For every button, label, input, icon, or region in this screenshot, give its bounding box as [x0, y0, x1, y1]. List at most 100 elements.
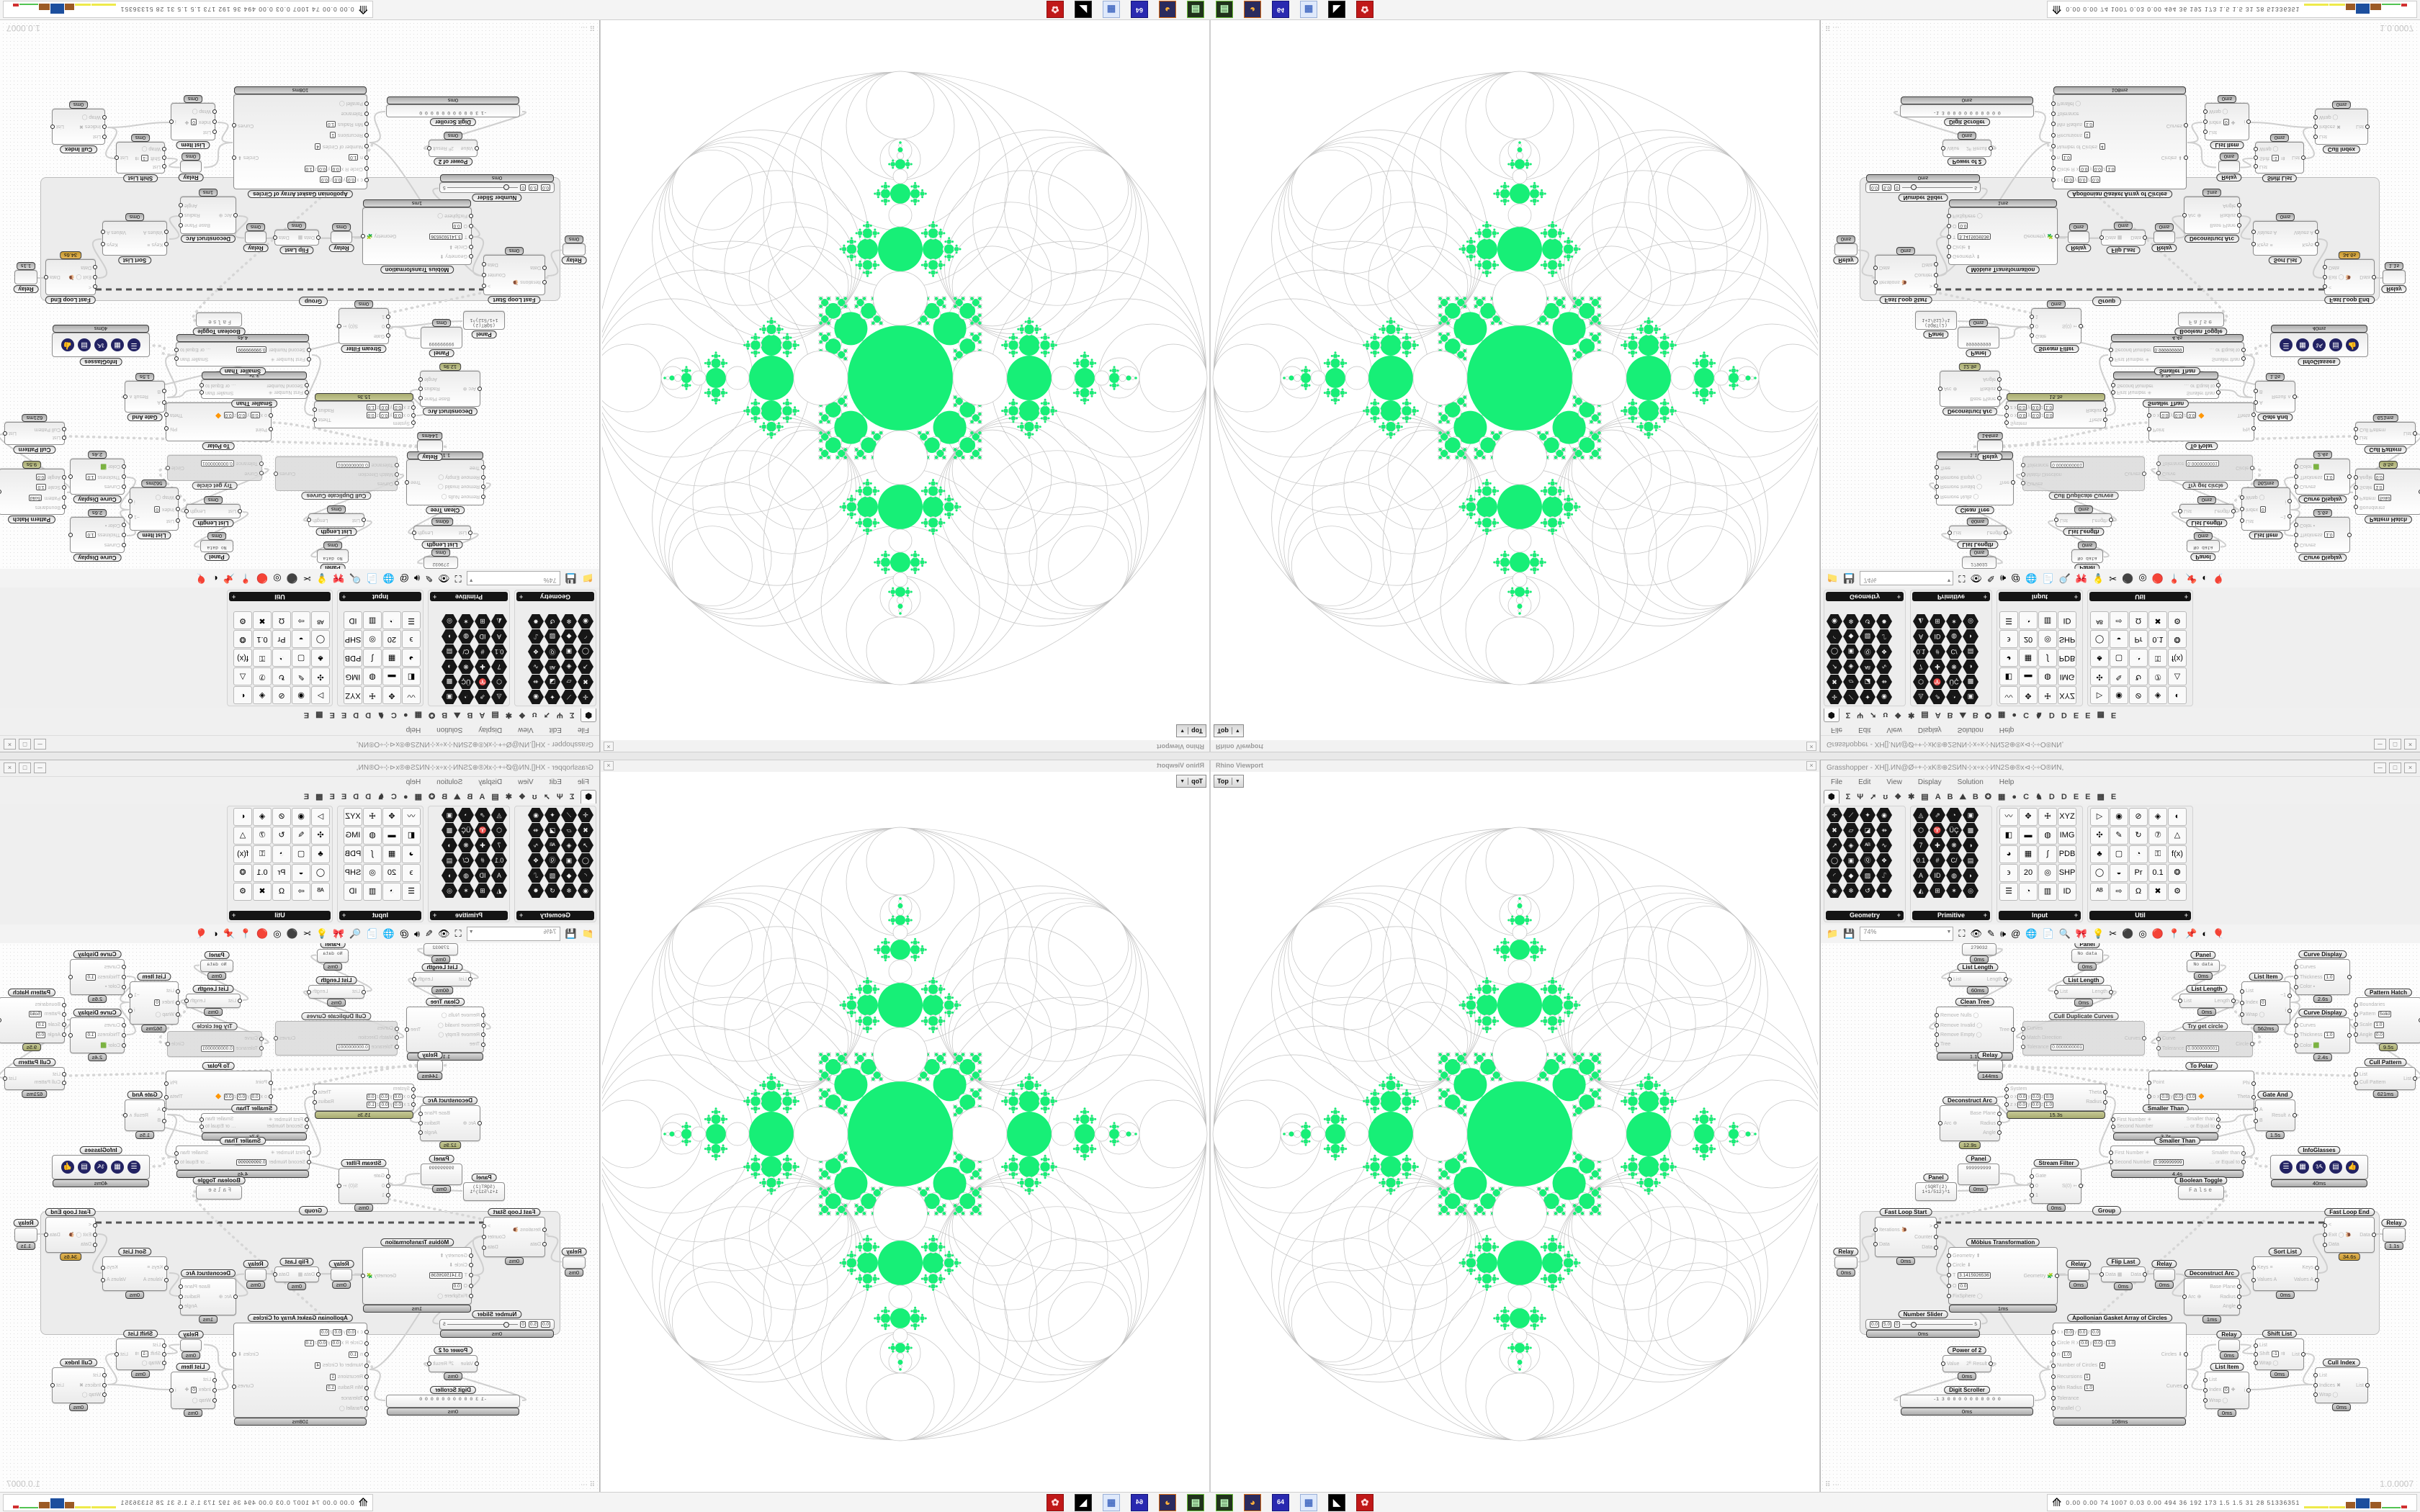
input-port[interactable]: Tree: [1940, 464, 1951, 470]
output-port[interactable]: S(0) ➳: [343, 323, 359, 328]
node-smaller-than[interactable]: Smaller Than First Number ✳ Second Number S…: [201, 372, 308, 408]
input-port[interactable]: Wrap ◯: [141, 146, 161, 151]
component-icon[interactable]: ✛: [1827, 690, 1842, 704]
component-icon[interactable]: PDB: [2058, 649, 2076, 667]
output-port[interactable]: … or Equal to: [205, 383, 236, 388]
taskbar-icon-disk-green[interactable]: ▤: [1187, 1, 1204, 18]
taskbar-icon-firefox[interactable]: ◕: [1244, 1, 1261, 18]
output-port[interactable]: Circle: [171, 465, 184, 471]
toolbar-icon[interactable]: 🎀: [332, 573, 345, 584]
component-icon[interactable]: 0.1: [253, 630, 272, 648]
component-icon[interactable]: ↗: [578, 660, 593, 674]
component-icon[interactable]: ◜: [1827, 629, 1842, 644]
zoom-dropdown[interactable]: 74% ▼: [466, 571, 560, 585]
input-port[interactable]: Thickness 1.0: [2300, 474, 2335, 480]
value-box[interactable]: 0.0: [319, 176, 329, 184]
value-box[interactable]: 0.0: [2187, 412, 2197, 419]
taskbar-icon-firefox[interactable]: ◕: [1159, 1, 1176, 18]
input-port[interactable]: List: [2060, 518, 2068, 523]
close-button[interactable]: ×: [4, 739, 16, 750]
component-icon[interactable]: f(x): [233, 649, 252, 667]
component-icon[interactable]: ↺: [544, 614, 560, 629]
value-box[interactable]: 3.1415926536: [1958, 233, 1991, 240]
value-box[interactable]: 0.0: [318, 165, 328, 172]
output-port[interactable]: Radius: [1980, 386, 1996, 392]
node-relay[interactable]: Relay 0ms: [178, 153, 204, 181]
input-port[interactable]: Thickness 1.0: [85, 474, 120, 480]
input-port[interactable]: <: [88, 284, 91, 289]
output-port[interactable]: List: [9, 431, 17, 436]
input-port[interactable]: Curves: [377, 480, 393, 486]
node-fast-loop-end[interactable]: Fast Loop End < Exit ◯ 🐌 Data Data 34.6s: [2324, 251, 2375, 304]
input-port[interactable]: Remove Nulls ◯: [441, 494, 480, 500]
node-list-length[interactable]: List Length List Length 60ms: [1949, 518, 2007, 549]
toolbar-icon[interactable]: ✎: [425, 573, 433, 584]
value-box[interactable]: 0.0: [333, 176, 343, 184]
value-box[interactable]: 0.0: [380, 404, 390, 411]
node-curve-display[interactable]: Curve Display Curves Thickness 1.0 Color ▪ 2…: [70, 509, 125, 562]
component-icon[interactable]: ◎: [1963, 614, 1978, 629]
taskbar-icon-red-seal[interactable]: ✿: [1047, 1, 1064, 18]
output-port[interactable]: Base Plane: [184, 222, 210, 228]
component-icon[interactable]: ☰: [1999, 611, 2018, 629]
component-icon[interactable]: ✣: [2090, 667, 2109, 685]
value-box[interactable]: 1.0: [86, 474, 96, 480]
input-port[interactable]: Indices ✖: [79, 124, 101, 130]
toolbar-icon[interactable]: 🔴: [2151, 573, 2164, 584]
component-icon[interactable]: ▥: [2038, 611, 2057, 629]
component-icon[interactable]: ⑀: [1876, 629, 1892, 644]
input-port[interactable]: Color 🟩: [2300, 464, 2320, 469]
node-fast-loop-end[interactable]: Fast Loop End < Exit ◯ 🐌 Data Data 34.6s: [45, 251, 96, 304]
node-clean-tree[interactable]: Clean Tree Remove Nulls ◯ Remove Invalid ◯…: [406, 451, 484, 514]
output-port[interactable]: Length: [2214, 508, 2230, 514]
close-icon[interactable]: ×: [1806, 742, 1816, 751]
output-port[interactable]: >: [488, 283, 491, 289]
input-port[interactable]: Remove Empty ◯: [438, 474, 480, 480]
toolbar-icon[interactable]: 📌: [2185, 573, 2197, 584]
component-icon[interactable]: ✥: [382, 686, 401, 704]
tab-icon[interactable]: A: [479, 711, 485, 719]
output-port[interactable]: Radius: [2220, 212, 2236, 218]
component-icon[interactable]: ▩: [442, 675, 457, 689]
tab-icon[interactable]: E: [2085, 711, 2091, 719]
node-list-length[interactable]: List Length List Length 60ms: [413, 518, 471, 549]
taskbar-icon-disk-green[interactable]: ▤: [1216, 1, 1233, 18]
node-cull-pattern[interactable]: Cull Pattern List Cull Pattern List 621ms: [4, 414, 65, 454]
tab-icon[interactable]: ✱: [1908, 711, 1915, 719]
output-port[interactable]: Data: [279, 235, 290, 240]
toolbar-icon[interactable]: 🎈: [2213, 573, 2225, 584]
value-box[interactable]: 0.0: [1958, 222, 1968, 230]
input-port[interactable]: Match Direction: [2027, 472, 2062, 477]
node-panel[interactable]: Panel No data 0ms: [2071, 541, 2103, 569]
input-port[interactable]: A: [2259, 400, 2263, 405]
component-icon[interactable]: XYZ: [2058, 686, 2076, 704]
input-port[interactable]: Value: [1947, 145, 1960, 151]
tab-icon[interactable]: D: [353, 711, 359, 719]
menu-file[interactable]: File: [1831, 726, 1843, 734]
output-port[interactable]: Data: [1922, 261, 1932, 267]
component-icon[interactable]: ▦: [2019, 649, 2038, 667]
value-box[interactable]: 1.0: [2324, 474, 2334, 480]
component-icon[interactable]: ⑦: [2148, 667, 2167, 685]
output-port[interactable]: Geometry 🧩: [2023, 233, 2053, 238]
component-icon[interactable]: ◍: [458, 629, 474, 644]
output-port[interactable]: Length: [313, 518, 328, 523]
tab-icon[interactable]: D: [365, 711, 372, 719]
input-port[interactable]: Wrap ◯: [192, 109, 211, 114]
component-icon[interactable]: ◔: [382, 611, 401, 629]
input-port[interactable]: Remove Invalid ◯: [437, 484, 480, 490]
expand-icon[interactable]: +: [232, 593, 236, 600]
value-box[interactable]: 0.0: [452, 222, 462, 230]
input-port[interactable]: List: [2259, 164, 2267, 169]
input-port[interactable]: First Number ✳: [270, 356, 305, 361]
component-icon[interactable]: ❋: [458, 660, 474, 674]
toolbar-icon[interactable]: ⛶: [454, 573, 462, 584]
node-shift-list[interactable]: Shift List List Shift -1 ⇉ Wrap ◯ List 0ms: [2255, 134, 2304, 182]
output-port[interactable]: Angle: [2223, 202, 2236, 208]
component-icon[interactable]: ◒: [292, 630, 310, 648]
node-digit-scroller[interactable]: Digit Scroller -1 3 0 0 0 0 0 0 0 0 0 0 0m…: [1900, 96, 2034, 126]
value-box[interactable]: 1.0: [2044, 404, 2054, 411]
tab-icon[interactable]: B: [442, 711, 448, 719]
